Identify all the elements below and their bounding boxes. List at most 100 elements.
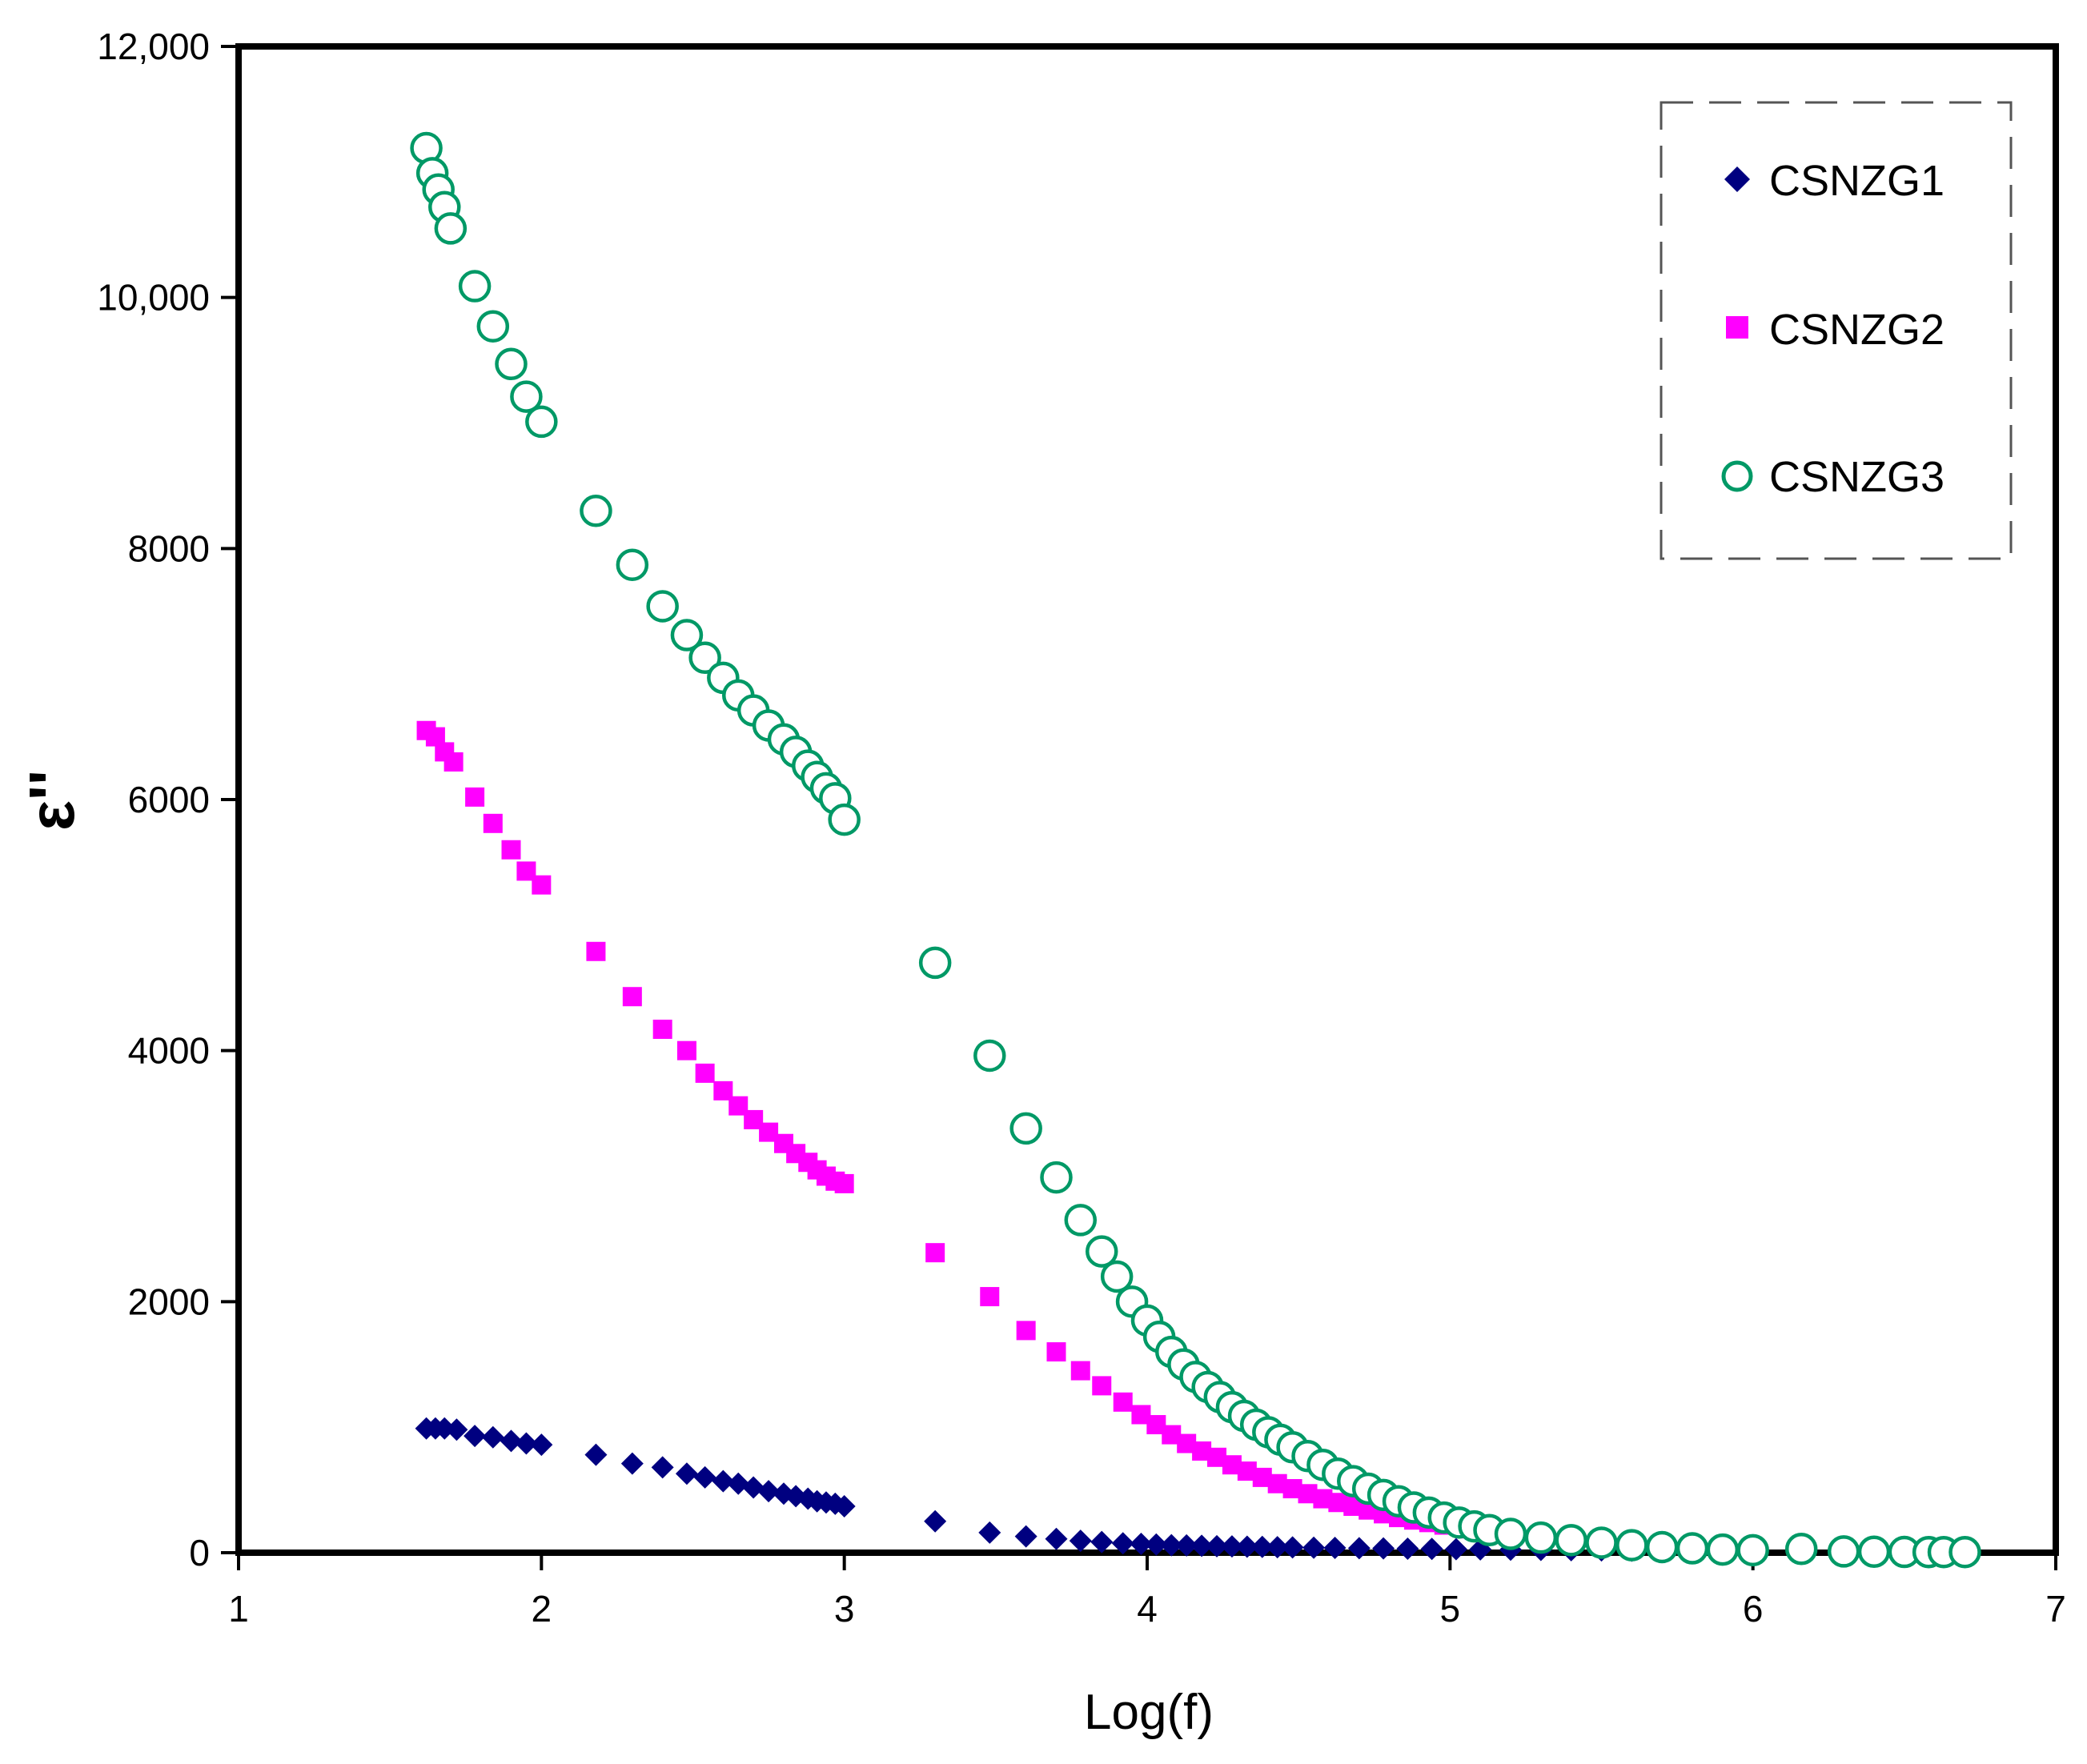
data-point-csnzg1 [1235,1535,1258,1558]
data-point-csnzg2 [695,1063,715,1083]
legend: CSNZG1 CSNZG2 CSNZG3 [1660,101,2013,560]
data-point-csnzg1 [620,1452,644,1475]
data-point-csnzg2 [501,840,521,860]
data-point-csnzg1 [1323,1537,1347,1560]
x-tick-label: 6 [1743,1588,1764,1630]
data-point-csnzg1 [1160,1533,1183,1557]
data-point-csnzg3 [688,641,721,675]
data-point-csnzg3 [1064,1204,1098,1237]
legend-item-csnzg1: CSNZG1 [1724,157,1945,205]
x-tick-label: 2 [532,1588,552,1630]
series-layer [410,131,1981,1569]
legend-box [1660,101,2013,560]
data-point-csnzg3 [828,803,861,836]
data-point-csnzg1 [924,1509,947,1533]
data-point-csnzg2 [652,1020,672,1040]
legend-item-csnzg3: CSNZG3 [1721,453,1945,501]
data-point-csnzg1 [1090,1530,1114,1554]
data-point-csnzg3 [1676,1532,1709,1565]
data-point-csnzg1 [1130,1533,1153,1556]
data-point-csnzg3 [580,495,612,527]
data-point-csnzg3 [1827,1535,1860,1568]
data-point-csnzg3 [525,405,558,439]
data-point-csnzg1 [1206,1534,1229,1558]
series-csnzg3 [410,131,1981,1569]
data-point-csnzg1 [1190,1534,1214,1558]
data-point-csnzg3 [495,347,528,381]
y-tick-label: 12,000 [97,26,210,67]
y-axis-title: ε'' [16,770,87,831]
y-tick-label: 10,000 [97,277,210,319]
data-point-csnzg1 [530,1433,553,1457]
data-point-csnzg3 [616,548,649,581]
data-point-csnzg1 [757,1480,781,1503]
data-point-csnzg1 [1111,1532,1134,1555]
data-point-csnzg3 [1949,1535,1981,1569]
data-point-csnzg1 [1175,1533,1198,1557]
data-point-csnzg1 [833,1494,856,1517]
data-point-csnzg1 [1372,1537,1395,1560]
data-point-csnzg2 [443,752,464,772]
data-point-csnzg2 [1070,1361,1090,1381]
series-csnzg2 [416,720,1702,1560]
data-point-csnzg1 [1420,1537,1443,1561]
data-point-csnzg3 [1524,1521,1558,1554]
data-point-csnzg1 [712,1469,735,1493]
legend-marker-diamond [1724,166,1750,192]
data-point-csnzg1 [445,1418,468,1441]
data-point-csnzg3 [1784,1533,1818,1566]
data-point-csnzg3 [1706,1533,1740,1566]
data-point-csnzg1 [1220,1535,1243,1558]
data-point-csnzg3 [476,310,510,343]
legend-item-csnzg2: CSNZG2 [1726,306,1945,354]
data-point-csnzg2 [622,987,642,1007]
data-point-csnzg3 [458,270,492,303]
data-point-csnzg2 [1016,1321,1036,1341]
x-tick-label: 7 [2045,1588,2066,1630]
data-point-csnzg1 [675,1462,698,1485]
data-point-csnzg3 [1736,1533,1769,1567]
y-tick-label: 2000 [128,1281,210,1322]
data-point-csnzg1 [978,1521,1001,1544]
x-tick-label: 4 [1137,1588,1158,1630]
data-point-csnzg2 [1046,1342,1066,1362]
x-axis: 1 2 3 4 5 6 7 [228,1553,2066,1630]
y-axis: 0 2000 4000 6000 8000 10,000 12,000 [97,26,239,1574]
legend-label-csnzg1: CSNZG1 [1769,157,1945,205]
x-tick-label: 5 [1440,1588,1461,1630]
data-point-csnzg3 [1645,1530,1679,1564]
y-tick-label: 8000 [128,527,210,569]
data-point-csnzg2 [465,787,485,807]
legend-label-csnzg3: CSNZG3 [1769,453,1945,501]
data-point-csnzg1 [693,1465,716,1489]
data-point-csnzg1 [1069,1529,1092,1553]
x-axis-title: Log(f) [1084,1685,1214,1740]
data-point-csnzg3 [1857,1535,1891,1568]
data-point-csnzg1 [481,1425,504,1449]
data-point-csnzg1 [1444,1537,1467,1561]
data-point-csnzg3 [670,619,704,651]
data-point-csnzg3 [918,946,952,980]
legend-marker-circle [1721,460,1753,492]
data-point-csnzg2 [532,875,552,895]
x-tick-label: 3 [834,1588,855,1630]
data-point-csnzg2 [1092,1376,1112,1396]
data-point-csnzg3 [1086,1235,1118,1268]
data-point-csnzg1 [500,1429,523,1453]
legend-label-csnzg2: CSNZG2 [1769,306,1945,354]
x-tick-label: 1 [228,1588,249,1630]
data-point-csnzg3 [1585,1526,1618,1559]
data-point-csnzg3 [1100,1260,1134,1293]
data-point-csnzg2 [980,1287,1000,1307]
data-point-csnzg3 [434,212,468,245]
data-point-csnzg1 [1281,1536,1304,1559]
data-point-csnzg2 [483,813,503,833]
data-point-csnzg1 [464,1425,487,1448]
data-point-csnzg1 [1045,1527,1068,1550]
data-point-csnzg2 [676,1040,696,1060]
data-point-csnzg1 [1014,1525,1037,1548]
y-tick-label: 6000 [128,779,210,820]
data-point-csnzg1 [1302,1536,1326,1559]
data-point-csnzg2 [1113,1392,1133,1412]
